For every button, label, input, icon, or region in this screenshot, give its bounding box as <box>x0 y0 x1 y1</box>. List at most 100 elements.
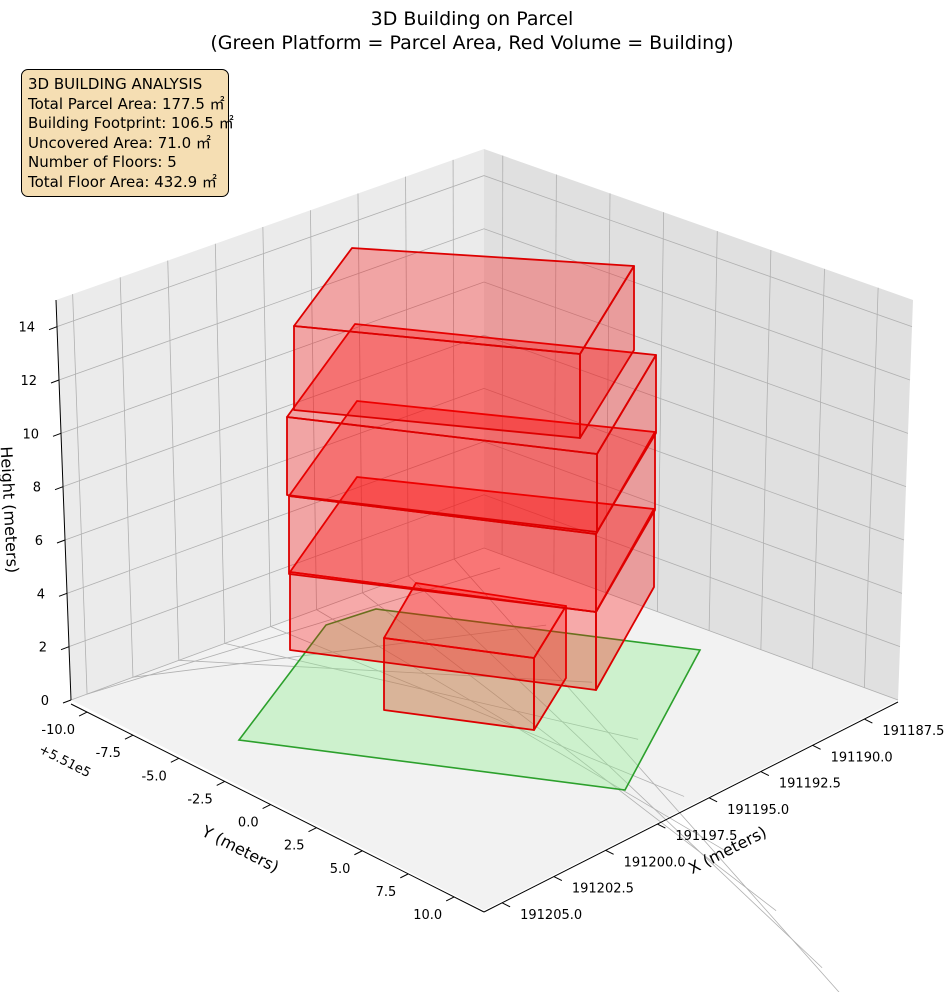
x-gridline <box>501 155 504 555</box>
y-tick-label: 10.0 <box>413 908 442 923</box>
axes <box>55 299 899 913</box>
building-floor <box>289 476 655 691</box>
x-tick-label: 191195.0 <box>727 803 789 818</box>
z-tick-label: 0 <box>41 694 49 709</box>
z-tick <box>50 379 60 384</box>
floor-gridline <box>86 567 501 695</box>
z-gridline <box>70 547 899 701</box>
floor-gridline <box>362 592 777 911</box>
y-tick <box>354 850 363 856</box>
y-tick-label: -2.5 <box>187 792 212 807</box>
x-tick <box>605 849 614 855</box>
z-tick-label: 4 <box>37 587 45 602</box>
x-tick <box>760 771 770 777</box>
y-tick-label: 2.5 <box>284 839 305 854</box>
z-axis-label: Height (meters) <box>0 446 22 574</box>
z-gridline <box>58 228 911 381</box>
building-floor <box>288 400 656 613</box>
building-volume <box>286 247 657 731</box>
z-tick-label: 8 <box>33 481 41 496</box>
y-tick <box>124 734 134 740</box>
y-gridline <box>214 243 226 644</box>
y-tick <box>262 804 271 809</box>
x-tick <box>812 744 821 750</box>
floor-gridline <box>224 643 639 740</box>
floor-pane <box>71 548 898 910</box>
z-tick-label: 2 <box>39 641 47 656</box>
x-tick <box>501 902 511 908</box>
z-tick <box>58 592 68 597</box>
y-gridline <box>72 294 88 695</box>
x-tick <box>657 823 666 829</box>
infobox-floors: Number of Floors: 5 <box>28 153 177 171</box>
x-gridline <box>708 231 718 631</box>
z-gridline <box>64 387 905 541</box>
x-tick-label: 191205.0 <box>520 908 582 923</box>
z-gridline <box>60 281 909 434</box>
floor-gridline <box>316 609 731 854</box>
y-tick <box>216 780 225 786</box>
x-tick-label: 191200.0 <box>624 855 686 870</box>
ticks: 0 2 4 6 8 10 12 14 -10.0 -7.5 -5.0 -2.5 0.0 2.5 5.0 7.5… <box>18 321 944 923</box>
y-tick-label: 7.5 <box>376 885 397 900</box>
floor-gridline <box>408 575 823 969</box>
axis-panes <box>56 149 913 910</box>
y-tick <box>400 873 409 879</box>
building-floor <box>286 323 657 533</box>
y-offset-label: +5.51e5 <box>36 742 93 781</box>
y-axis-line <box>70 703 485 913</box>
x-gridline <box>553 174 557 574</box>
x-tick <box>864 718 873 724</box>
y-gridline <box>357 193 363 593</box>
x-axis-line <box>483 701 899 913</box>
parcel-platform <box>237 608 702 791</box>
x-tick-label: 191187.5 <box>882 724 944 739</box>
z-tick <box>56 539 66 544</box>
chart-title: 3D Building on Parcel <box>371 8 574 30</box>
z-tick <box>62 699 72 704</box>
y-tick <box>445 896 455 902</box>
x-tick <box>553 876 563 882</box>
z-tick-label: 6 <box>35 534 43 549</box>
x-gridline <box>863 287 879 688</box>
right-back-pane <box>484 149 913 700</box>
analysis-infobox: 3D BUILDING ANALYSIS Total Parcel Area: … <box>21 69 234 197</box>
floor-top-face <box>286 323 657 455</box>
infobox-footprint: Building Footprint: 106.5 ㎡ <box>28 114 234 132</box>
z-tick <box>54 486 64 491</box>
z-tick <box>52 432 62 437</box>
z-tick-label: 12 <box>20 374 37 389</box>
x-tick <box>708 797 718 803</box>
x-tick-label: 191202.5 <box>572 882 634 897</box>
left-back-pane <box>56 149 484 700</box>
floor-top-face <box>288 400 656 535</box>
z-tick-label: 14 <box>18 321 35 336</box>
x-gridline <box>812 268 825 669</box>
infobox-uncovered: Uncovered Area: 71.0 ㎡ <box>28 133 211 152</box>
infobox-heading: 3D BUILDING ANALYSIS <box>28 75 203 93</box>
x-tick-label: 191190.0 <box>831 750 893 765</box>
y-tick <box>308 827 317 833</box>
z-gridline <box>66 441 903 594</box>
x-tick-label: 191197.5 <box>675 829 737 844</box>
z-tick <box>48 326 58 331</box>
chart-subtitle: (Green Platform = Parcel Area, Red Volum… <box>210 32 733 54</box>
z-gridline <box>62 334 907 488</box>
z-axis-line <box>55 299 72 701</box>
y-gridline <box>310 210 317 610</box>
floor-top-face <box>293 247 635 355</box>
z-tick-label: 10 <box>22 427 39 442</box>
floor-gridline <box>270 626 685 797</box>
y-tick-label: -5.0 <box>141 769 166 784</box>
y-gridline <box>167 260 180 661</box>
floor-gridline <box>453 558 840 992</box>
y-tick-label: -7.5 <box>96 746 121 761</box>
z-gridline <box>56 175 913 328</box>
infobox-floor-area: Total Floor Area: 432.9 ㎡ <box>28 172 217 191</box>
y-gridline <box>452 159 455 559</box>
x-gridline <box>656 212 665 612</box>
gridlines <box>56 155 913 992</box>
y-tick <box>170 757 180 763</box>
y-gridline <box>262 227 272 627</box>
